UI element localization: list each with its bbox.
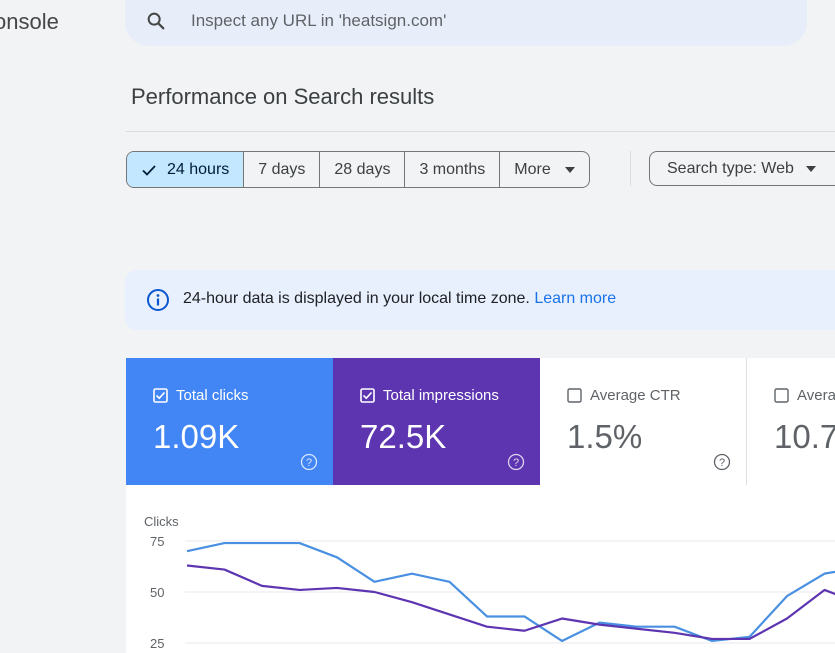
search-input[interactable]: Inspect any URL in 'heatsign.com' — [191, 11, 447, 30]
y-tick-label: 75 — [150, 534, 164, 549]
checkbox-checked-icon[interactable] — [153, 388, 168, 403]
search-icon[interactable] — [145, 10, 167, 32]
filter-label: More — [514, 160, 551, 178]
url-inspection-search-bar[interactable]: Inspect any URL in 'heatsign.com' — [125, 0, 807, 46]
help-icon[interactable]: ? — [507, 453, 525, 471]
filter-more-dropdown[interactable]: More — [500, 152, 588, 187]
filter-label: 28 days — [334, 160, 391, 178]
help-icon[interactable]: ? — [300, 453, 318, 471]
checkbox-unchecked-icon[interactable] — [774, 388, 789, 403]
filter-3-months[interactable]: 3 months — [405, 152, 501, 187]
average-position-card[interactable]: Avera 10.7 — [747, 358, 835, 485]
filter-7-days[interactable]: 7 days — [244, 152, 321, 187]
info-banner: 24-hour data is displayed in your local … — [125, 270, 835, 330]
app-title: onsole — [0, 9, 59, 34]
performance-chart: Clicks 75 50 25 — [126, 485, 835, 653]
divider — [126, 131, 835, 132]
learn-more-link[interactable]: Learn more — [534, 290, 617, 307]
svg-text:?: ? — [306, 457, 312, 469]
filter-label: 7 days — [258, 160, 306, 178]
metric-label: Average CTR — [590, 387, 681, 404]
metric-value: 10.7 — [774, 418, 835, 455]
metric-value: 1.5% — [567, 418, 643, 455]
checkbox-unchecked-icon[interactable] — [567, 388, 582, 403]
filter-28-days[interactable]: 28 days — [320, 152, 406, 187]
checkbox-checked-icon[interactable] — [360, 388, 375, 403]
svg-text:?: ? — [719, 457, 725, 469]
y-axis-label: Clicks — [144, 514, 179, 529]
search-type-dropdown[interactable]: Search type: Web — [649, 151, 835, 186]
svg-text:?: ? — [513, 457, 519, 469]
series-line — [186, 564, 835, 641]
average-ctr-card[interactable]: Average CTR 1.5% ? — [540, 358, 747, 485]
date-range-filter: 24 hours 7 days 28 days 3 months More — [126, 151, 590, 188]
y-tick-label: 25 — [150, 636, 164, 651]
metric-cards: Total clicks 1.09K ? Total impressions 7… — [126, 358, 835, 485]
filter-label: 24 hours — [167, 160, 230, 178]
metric-value: 1.09K — [153, 418, 240, 455]
help-icon[interactable]: ? — [713, 453, 731, 471]
banner-message: 24-hour data is displayed in your local … — [183, 290, 616, 308]
chart-svg: Clicks 75 50 25 — [144, 514, 835, 651]
check-icon — [142, 164, 156, 176]
dropdown-arrow-icon — [564, 166, 575, 173]
metric-value: 72.5K — [360, 418, 447, 455]
total-impressions-card[interactable]: Total impressions 72.5K ? — [333, 358, 540, 485]
filter-label: 3 months — [419, 160, 486, 178]
filter-24-hours[interactable]: 24 hours — [127, 152, 245, 187]
filter-separator — [630, 151, 631, 186]
y-tick-label: 50 — [150, 585, 164, 600]
series-line — [186, 541, 835, 643]
total-clicks-card[interactable]: Total clicks 1.09K ? — [126, 358, 333, 485]
search-type-label: Search type: Web — [667, 159, 794, 177]
banner-text: 24-hour data is displayed in your local … — [183, 290, 530, 307]
metric-label: Total impressions — [383, 387, 499, 404]
page-title: Performance on Search results — [131, 84, 435, 109]
metric-label: Avera — [797, 387, 835, 404]
info-icon — [147, 289, 169, 311]
metric-label: Total clicks — [176, 387, 249, 404]
dropdown-arrow-icon — [805, 165, 816, 172]
